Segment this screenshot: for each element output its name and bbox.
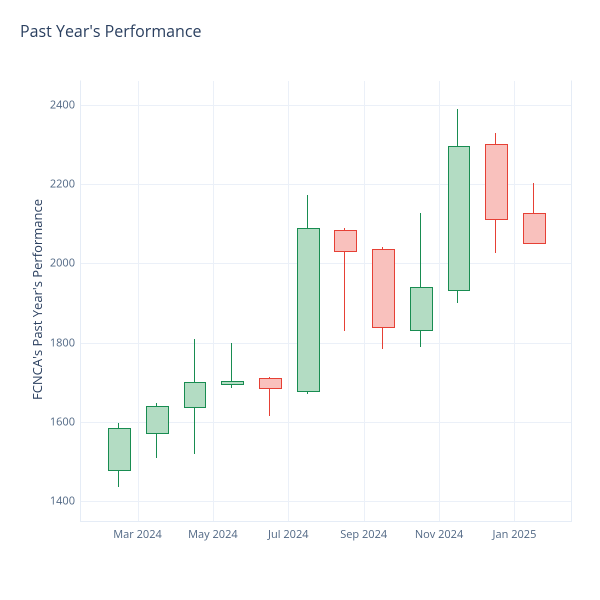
gridline-vertical	[514, 81, 515, 521]
gridline-horizontal	[81, 343, 571, 344]
gridline-horizontal	[81, 263, 571, 264]
gridline-vertical	[138, 81, 139, 521]
gridline-vertical	[288, 81, 289, 521]
candle-body	[108, 428, 131, 472]
y-tick-label: 1400	[50, 494, 81, 509]
gridline-vertical	[364, 81, 365, 521]
y-axis-label: FCNCA's Past Year's Performance	[28, 199, 46, 400]
x-tick-label: Sep 2024	[340, 521, 387, 542]
gridline-horizontal	[81, 501, 571, 502]
plot-area: 140016001800200022002400Mar 2024May 2024…	[80, 80, 572, 522]
candle-body	[146, 406, 169, 434]
candle-body	[221, 381, 244, 385]
candle-body	[523, 213, 546, 245]
candle-body	[334, 230, 357, 253]
y-tick-label: 1600	[50, 414, 81, 429]
x-tick-label: Nov 2024	[415, 521, 463, 542]
candle-body	[297, 228, 320, 392]
x-tick-label: Mar 2024	[113, 521, 162, 542]
x-tick-label: Jan 2025	[493, 521, 537, 542]
candle-body	[372, 249, 395, 327]
y-tick-label: 2200	[50, 177, 81, 192]
candle-body	[259, 378, 282, 389]
candle-body	[184, 382, 207, 408]
candle-body	[448, 146, 471, 291]
x-tick-label: Jul 2024	[268, 521, 309, 542]
x-tick-label: May 2024	[188, 521, 238, 542]
candle-body	[410, 287, 433, 331]
y-tick-label: 2000	[50, 256, 81, 271]
candle-body	[485, 144, 508, 219]
y-tick-label: 1800	[50, 335, 81, 350]
gridline-horizontal	[81, 105, 571, 106]
y-tick-label: 2400	[50, 97, 81, 112]
chart-title: Past Year's Performance	[20, 20, 202, 42]
gridline-vertical	[213, 81, 214, 521]
gridline-vertical	[439, 81, 440, 521]
